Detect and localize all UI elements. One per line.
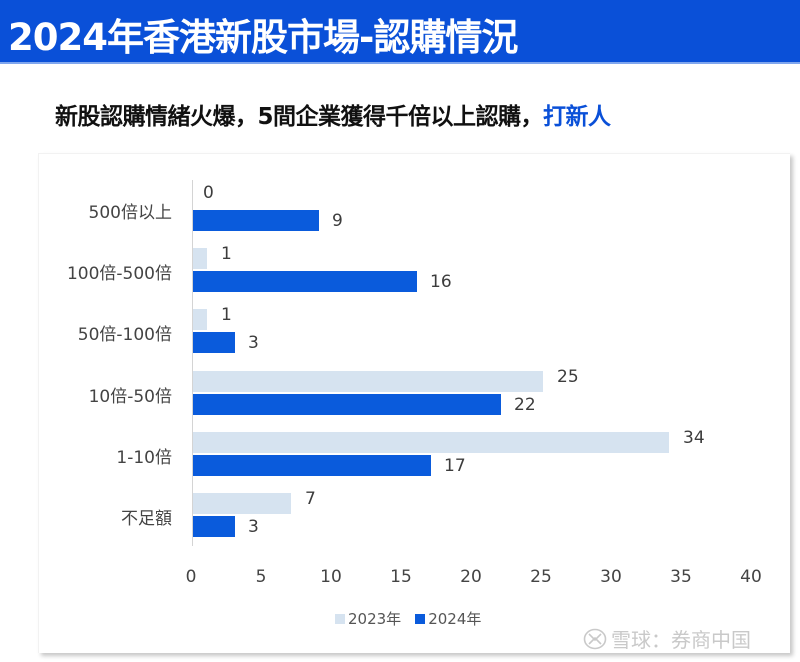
x-axis-tick: 35	[670, 567, 692, 587]
bar-2024	[193, 271, 417, 293]
subtitle-highlight: 打新人	[543, 104, 611, 130]
legend-swatch-2024	[415, 613, 426, 624]
value-label-2024: 9	[332, 211, 343, 231]
value-label-2023: 1	[221, 305, 232, 326]
bar-2023	[193, 431, 669, 453]
subtitle: 新股認購情緒火爆，5間企業獲得千倍以上認購，打新人	[55, 97, 611, 131]
chart-legend: 2023年 2024年	[335, 608, 495, 629]
page-title: 2024年香港新股市場-認購情況	[8, 16, 518, 59]
legend-label-2024: 2024年	[428, 610, 482, 628]
value-label-2023: 34	[683, 427, 705, 448]
x-axis-tick: 20	[460, 567, 482, 587]
x-axis-tick: 25	[530, 567, 552, 587]
x-axis-tick: 5	[255, 567, 267, 587]
category-label: 100倍-500倍	[66, 264, 172, 285]
bar-2024	[193, 516, 235, 537]
category-label: 不足額	[121, 509, 172, 529]
bar-2024	[193, 393, 501, 415]
x-axis-tick: 10	[320, 567, 342, 587]
bar-2023	[193, 309, 207, 331]
value-label-2024: 3	[248, 517, 259, 537]
bar-2024	[193, 332, 235, 354]
value-label-2023: 7	[305, 489, 316, 509]
x-axis-tick: 15	[390, 567, 412, 587]
bar-2023	[193, 493, 291, 514]
bar-2024	[193, 454, 431, 476]
x-axis-tick: 40	[740, 567, 762, 587]
category-label: 50倍-100倍	[77, 325, 172, 346]
legend-item-2024: 2024年	[415, 608, 481, 629]
subtitle-main: 新股認購情緒火爆，5間企業獲得千倍以上認購，	[55, 104, 544, 130]
snowball-logo-icon	[583, 628, 607, 649]
category-label: 500倍以上	[88, 203, 172, 223]
value-label-2023: 0	[203, 183, 214, 203]
value-label-2024: 17	[444, 455, 466, 476]
category-label: 1-10倍	[116, 447, 172, 468]
watermark: 雪球：券商中国	[583, 624, 751, 653]
value-label-2024: 3	[248, 333, 259, 354]
value-label-2023: 1	[221, 244, 232, 265]
x-axis-tick: 30	[600, 567, 622, 587]
value-label-2024: 16	[430, 272, 452, 293]
legend-swatch-2023	[335, 613, 345, 624]
watermark-text: 雪球：券商中国	[611, 628, 751, 652]
value-label-2023: 25	[557, 366, 579, 387]
bar-2023	[193, 370, 543, 392]
legend-label-2023: 2023年	[348, 610, 402, 628]
category-label: 10倍-50倍	[88, 386, 172, 407]
header-bar: 2024年香港新股市場-認購情況	[0, 0, 800, 64]
x-axis-tick: 0	[185, 567, 197, 587]
value-label-2024: 22	[514, 394, 536, 415]
y-axis-line	[192, 180, 193, 546]
legend-item-2023: 2023年	[335, 608, 401, 629]
bar-2023	[193, 248, 207, 270]
bar-2024	[193, 210, 319, 231]
